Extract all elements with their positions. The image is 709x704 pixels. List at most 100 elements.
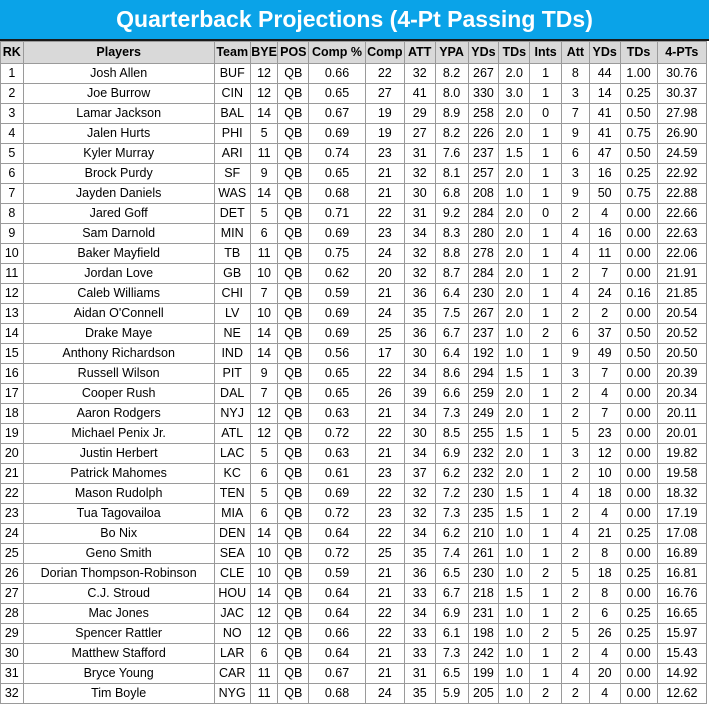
table-cell: 0.68 (308, 183, 366, 204)
table-cell: 16 (0, 363, 24, 384)
table-cell: 0 (529, 203, 563, 224)
table-cell: 1 (529, 403, 563, 424)
table-cell: JAC (213, 603, 251, 624)
table-cell: 1.0 (498, 343, 531, 364)
table-cell: 2.0 (498, 203, 531, 224)
table-cell: 1 (529, 283, 563, 304)
table-cell: 1 (529, 163, 563, 184)
table-cell: QB (277, 483, 310, 504)
table-cell: Cooper Rush (22, 383, 215, 404)
table-cell: 1 (529, 523, 563, 544)
table-cell: 12 (249, 603, 279, 624)
table-cell: 226 (467, 123, 500, 144)
table-cell: 261 (467, 543, 500, 564)
table-cell: 1 (529, 363, 563, 384)
table-cell: 0.75 (308, 243, 366, 264)
table-cell: 0.66 (308, 63, 366, 84)
table-cell: 22 (364, 483, 405, 504)
table-cell: 3 (561, 163, 590, 184)
table-cell: 32 (403, 163, 436, 184)
table-cell: 0.00 (619, 583, 658, 604)
table-cell: 50 (588, 183, 621, 204)
table-cell: 1 (529, 343, 563, 364)
table-cell: 1 (529, 243, 563, 264)
table-cell: 1.0 (498, 623, 531, 644)
table-cell: 27 (403, 123, 436, 144)
table-cell: 6 (561, 143, 590, 164)
table-cell: QB (277, 303, 310, 324)
table-cell: 25 (364, 323, 405, 344)
table-cell: Drake Maye (22, 323, 215, 344)
column-header: YDs (588, 41, 621, 64)
column-header: 4-PTs (656, 41, 708, 64)
table-cell: 0.72 (308, 503, 366, 524)
table-cell: 7.2 (434, 483, 469, 504)
table-cell: 1.5 (498, 423, 531, 444)
table-cell: 23 (0, 503, 24, 524)
table-cell: 6.5 (434, 663, 469, 684)
table-cell: 284 (467, 203, 500, 224)
table-cell: 14 (0, 323, 24, 344)
table-cell: 7.4 (434, 543, 469, 564)
table-cell: Tim Boyle (22, 683, 215, 704)
table-cell: 7 (249, 283, 279, 304)
table-cell: 8.3 (434, 223, 469, 244)
table-cell: 23 (364, 223, 405, 244)
table-cell: 10 (249, 303, 279, 324)
table-cell: 8.2 (434, 123, 469, 144)
table-cell: 20.34 (656, 383, 708, 404)
table-cell: 34 (403, 223, 436, 244)
table-cell: Jordan Love (22, 263, 215, 284)
table-cell: 32 (403, 483, 436, 504)
table-cell: 0.00 (619, 223, 658, 244)
table-cell: 4 (588, 203, 621, 224)
table-cell: 30 (403, 183, 436, 204)
table-cell: 267 (467, 303, 500, 324)
table-cell: 5 (249, 483, 279, 504)
column-header: BYE (249, 41, 279, 64)
column-header: Comp (364, 41, 405, 64)
table-cell: 7.3 (434, 643, 469, 664)
table-cell: 0.00 (619, 683, 658, 704)
table-cell: 5 (249, 123, 279, 144)
table-cell: 36 (403, 283, 436, 304)
table-cell: 6.6 (434, 383, 469, 404)
table-row: 3 Lamar Jackson BAL 14 QB 0.67 19 29 8.9 258 2.0 0 7… (0, 103, 708, 124)
table-cell: 32 (403, 243, 436, 264)
table-cell: DET (213, 203, 251, 224)
table-cell: 22.92 (656, 163, 708, 184)
table-cell: 0.00 (619, 303, 658, 324)
table-cell: 26 (364, 383, 405, 404)
table-cell: Aidan O'Connell (22, 303, 215, 324)
table-cell: 37 (403, 463, 436, 484)
table-cell: 0.61 (308, 463, 366, 484)
table-cell: 0.00 (619, 403, 658, 424)
table-cell: 35 (403, 683, 436, 704)
table-row: 23 Tua Tagovailoa MIA 6 QB 0.72 23 32 7.3 235 1.5 1… (0, 503, 708, 524)
table-cell: 31 (403, 143, 436, 164)
table-cell: 21 (364, 663, 405, 684)
table-cell: TEN (213, 483, 251, 504)
table-cell: 15 (0, 343, 24, 364)
table-cell: 12.62 (656, 683, 708, 704)
table-cell: 218 (467, 583, 500, 604)
table-cell: 5 (561, 423, 590, 444)
column-header: YPA (434, 41, 469, 64)
table-cell: KC (213, 463, 251, 484)
table-cell: Mason Rudolph (22, 483, 215, 504)
table-cell: 1 (529, 443, 563, 464)
table-cell: 0.59 (308, 563, 366, 584)
table-cell: 249 (467, 403, 500, 424)
table-cell: 1.0 (498, 663, 531, 684)
table-cell: 267 (467, 63, 500, 84)
table-cell: 259 (467, 383, 500, 404)
table-cell: Geno Smith (22, 543, 215, 564)
table-cell: ARI (213, 143, 251, 164)
table-cell: 13 (0, 303, 24, 324)
table-cell: 1 (529, 643, 563, 664)
table-cell: 14 (249, 103, 279, 124)
table-cell: 2.0 (498, 403, 531, 424)
table-cell: Russell Wilson (22, 363, 215, 384)
table-cell: Patrick Mahomes (22, 463, 215, 484)
table-cell: 11 (249, 663, 279, 684)
